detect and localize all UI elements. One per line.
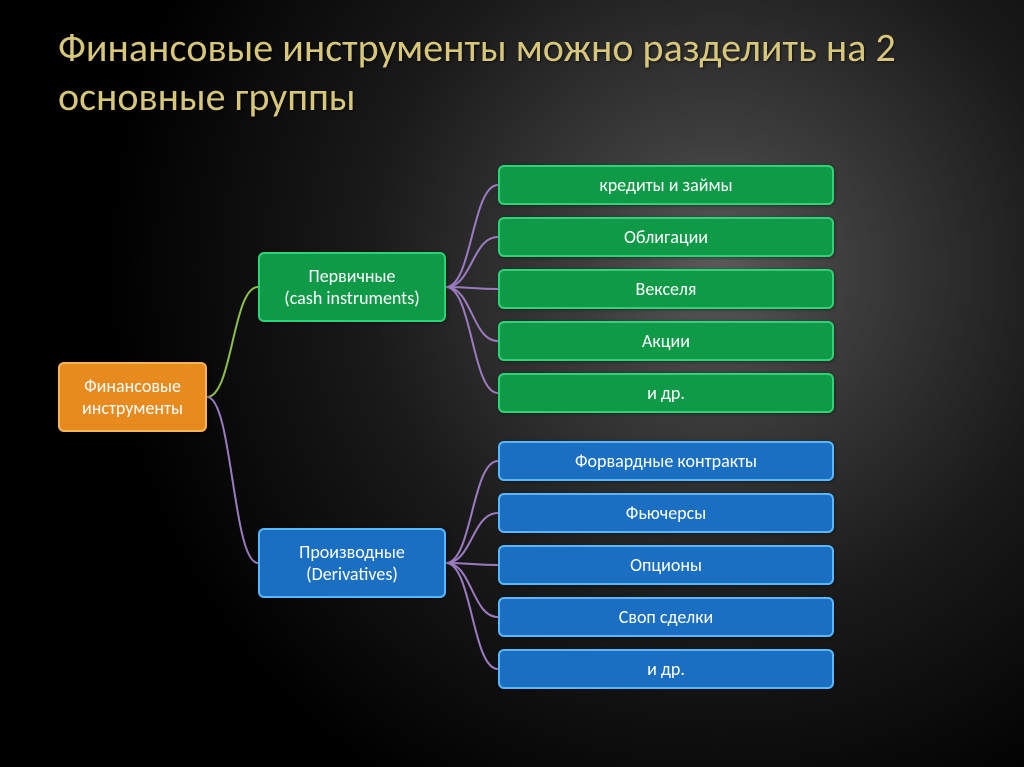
primary-leaf-3: Акции [498, 321, 834, 361]
primary-leaf-4: и др. [498, 373, 834, 413]
primary-leaf-2: Векселя [498, 269, 834, 309]
root-node: Финансовые инструменты [58, 362, 207, 432]
slide-title: Финансовые инструменты можно разделить н… [58, 24, 918, 122]
deriv-leaf-3: Своп сделки [498, 597, 834, 637]
deriv-leaf-2: Опционы [498, 545, 834, 585]
derivatives-node: Производные (Derivatives) [258, 528, 446, 598]
deriv-leaf-0: Форвардные контракты [498, 441, 834, 481]
slide: Финансовые инструменты можно разделить н… [0, 0, 1024, 767]
deriv-leaf-4: и др. [498, 649, 834, 689]
primary-leaf-1: Облигации [498, 217, 834, 257]
primary-leaf-0: кредиты и займы [498, 165, 834, 205]
deriv-leaf-1: Фьючерсы [498, 493, 834, 533]
primary-node: Первичные (cash instruments) [258, 252, 446, 322]
